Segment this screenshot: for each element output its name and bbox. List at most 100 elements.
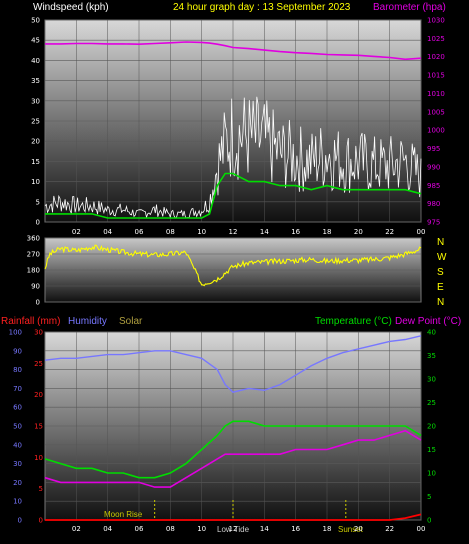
baro-y-tick: 985 — [427, 182, 440, 190]
temp-y-tick: 35 — [427, 352, 436, 360]
humidity-series — [44, 335, 422, 393]
rain-y-tick: 0 — [39, 517, 43, 525]
humidity-y-tick: 70 — [13, 385, 22, 393]
rain-y-tick: 10 — [34, 454, 43, 462]
rainfall-title: Rainfall (mm) — [1, 316, 60, 327]
wind-x-tick: 14 — [260, 228, 269, 236]
moonrise-label: Moon Rise — [104, 510, 143, 519]
wind-y-tick: 40 — [31, 57, 40, 65]
humidity-y-tick: 40 — [13, 441, 22, 449]
wind-x-tick: 00 — [417, 228, 426, 236]
rain-y-tick: 15 — [34, 423, 43, 431]
temp-x-tick: 14 — [260, 525, 269, 533]
wind-y-tick: 35 — [31, 77, 40, 85]
temp-x-tick: 12 — [229, 525, 238, 533]
wind-x-tick: 18 — [323, 228, 332, 236]
temp-y-tick: 0 — [427, 517, 431, 525]
dir-y-tick: 360 — [27, 235, 40, 243]
wind-x-tick: 06 — [135, 228, 144, 236]
wind-y-tick: 0 — [36, 219, 40, 227]
sunset-label: Sunset — [338, 525, 364, 534]
wind-y-tick: 50 — [31, 17, 40, 25]
baro-y-tick: 1030 — [427, 17, 445, 25]
baro-y-tick: 990 — [427, 163, 440, 171]
baro-y-tick: 1005 — [427, 108, 445, 116]
wind-x-tick: 08 — [166, 228, 175, 236]
humidity-y-tick: 10 — [13, 498, 22, 506]
dewpoint-title: Dew Point (°C) — [395, 316, 461, 327]
humidity-y-tick: 0 — [18, 517, 22, 525]
compass-e: E — [437, 282, 444, 293]
wind-x-tick: 22 — [385, 228, 394, 236]
windspeed-title: Windspeed (kph) — [33, 2, 109, 13]
temp-y-tick: 40 — [427, 329, 436, 337]
baro-y-tick: 995 — [427, 145, 440, 153]
dir-y-tick: 270 — [27, 251, 40, 259]
humidity-title: Humidity — [68, 316, 107, 327]
baro-y-tick: 1000 — [427, 127, 445, 135]
wind-x-tick: 12 — [229, 228, 238, 236]
baro-y-tick: 1025 — [427, 35, 445, 43]
temp-y-tick: 25 — [427, 399, 436, 407]
wind-y-tick: 25 — [31, 118, 40, 126]
humidity-y-tick: 80 — [13, 366, 22, 374]
temp-y-tick: 20 — [427, 423, 436, 431]
rain-y-tick: 25 — [34, 360, 43, 368]
rainfall-series — [45, 513, 422, 521]
wind-y-tick: 15 — [31, 158, 40, 166]
baro-y-tick: 1020 — [427, 53, 445, 61]
temp-y-tick: 5 — [427, 493, 431, 501]
compass-w: W — [437, 252, 447, 263]
temp-x-tick: 16 — [291, 525, 300, 533]
temp-x-tick: 00 — [417, 525, 426, 533]
compass-n-bottom: N — [437, 297, 444, 308]
baro-y-tick: 1010 — [427, 90, 445, 98]
wind-y-tick: 45 — [31, 37, 40, 45]
dir-y-tick: 180 — [27, 267, 40, 275]
temp-y-tick: 15 — [427, 446, 436, 454]
rain-y-tick: 5 — [39, 485, 43, 493]
humidity-y-tick: 90 — [13, 347, 22, 355]
wind-y-tick: 20 — [31, 138, 40, 146]
compass-s: S — [437, 267, 444, 278]
dir-y-tick: 90 — [31, 283, 40, 291]
baro-y-tick: 975 — [427, 219, 440, 227]
wind-x-tick: 16 — [291, 228, 300, 236]
temp-x-tick: 20 — [354, 525, 363, 533]
dir-y-tick: 0 — [36, 299, 40, 307]
temp-x-tick: 02 — [72, 525, 81, 533]
barometer-series — [45, 41, 422, 61]
rain-y-tick: 20 — [34, 391, 43, 399]
humidity-y-tick: 30 — [13, 460, 22, 468]
graph-date-title: 24 hour graph day : 13 September 2023 — [173, 2, 351, 13]
compass-n-top: N — [437, 237, 444, 248]
rain-y-tick: 30 — [34, 329, 43, 337]
wind-y-tick: 5 — [36, 198, 40, 206]
wind-x-tick: 10 — [197, 228, 206, 236]
direction-series — [44, 244, 422, 287]
barometer-title: Barometer (hpa) — [373, 2, 446, 13]
wind-y-tick: 30 — [31, 97, 40, 105]
temp-x-tick: 04 — [103, 525, 112, 533]
temp-y-tick: 30 — [427, 376, 436, 384]
humidity-y-tick: 20 — [13, 479, 22, 487]
wind-y-tick: 10 — [31, 178, 40, 186]
temp-x-tick: 06 — [135, 525, 144, 533]
wind-x-tick: 02 — [72, 228, 81, 236]
temp-x-tick: 08 — [166, 525, 175, 533]
temp-y-tick: 10 — [427, 470, 436, 478]
baro-y-tick: 1015 — [427, 72, 445, 80]
wind-x-tick: 04 — [103, 228, 112, 236]
solar-title: Solar — [119, 316, 143, 327]
wind-x-tick: 20 — [354, 228, 363, 236]
humidity-y-tick: 50 — [13, 423, 22, 431]
temperature-series — [44, 420, 422, 479]
compass-labels: N W S E N — [437, 237, 447, 308]
gust-series — [45, 172, 422, 219]
baro-y-tick: 980 — [427, 200, 440, 208]
temperature-title: Temperature (°C) — [315, 316, 392, 327]
humidity-y-tick: 60 — [13, 404, 22, 412]
lowtide-label: Low Tide — [217, 525, 250, 534]
temp-x-tick: 10 — [197, 525, 206, 533]
